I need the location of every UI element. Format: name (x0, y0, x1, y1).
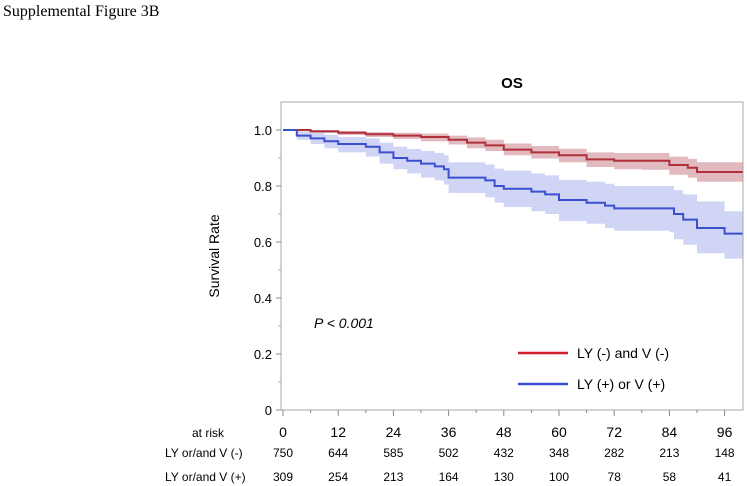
y-axis-label: Survival Rate (206, 214, 222, 297)
y-tick-label: 0.6 (254, 235, 272, 250)
x-tick-label: 12 (330, 424, 346, 440)
figure-title: Supplemental Figure 3B (3, 3, 160, 20)
risk-count: 130 (494, 470, 514, 484)
legend-label: LY (+) or V (+) (577, 376, 665, 392)
risk-count: 41 (718, 470, 732, 484)
risk-row-label: LY or/and V (+) (165, 470, 246, 484)
x-tick-label: 72 (606, 424, 622, 440)
x-tick-label: 84 (662, 424, 678, 440)
x-tick-label: 96 (717, 424, 733, 440)
x-tick-label: 0 (279, 424, 287, 440)
legend: LY (-) and V (-) LY (+) or V (+) (518, 345, 669, 392)
y-tick-label: 0.2 (254, 347, 272, 362)
p-value-annotation: P < 0.001 (314, 315, 374, 331)
x-tick-label: 36 (441, 424, 457, 440)
risk-count: 100 (549, 470, 569, 484)
risk-count: 58 (663, 470, 677, 484)
legend-label: LY (-) and V (-) (577, 345, 669, 361)
survival-curve-1 (283, 129, 743, 235)
chart-title: OS (501, 75, 523, 92)
y-tick-label: 1.0 (254, 123, 272, 138)
x-tick-label: 60 (551, 424, 567, 440)
risk-count: 432 (494, 446, 514, 460)
risk-count: 585 (383, 446, 403, 460)
risk-count: 644 (328, 446, 348, 460)
risk-count: 282 (604, 446, 624, 460)
risk-table-header: at risk (192, 426, 225, 440)
risk-count: 213 (383, 470, 403, 484)
risk-count: 254 (328, 470, 348, 484)
risk-count: 750 (273, 446, 293, 460)
survival-curve-0 (283, 129, 743, 173)
confidence-band-0 (283, 130, 743, 182)
risk-count: 78 (608, 470, 622, 484)
risk-count: 148 (715, 446, 735, 460)
risk-count: 213 (659, 446, 679, 460)
y-tick-label: 0.4 (254, 291, 272, 306)
confidence-band-1 (283, 130, 743, 259)
x-tick-label: 48 (496, 424, 512, 440)
risk-count: 502 (439, 446, 459, 460)
risk-count: 164 (439, 470, 459, 484)
y-tick-label: 0.8 (254, 179, 272, 194)
risk-count: 348 (549, 446, 569, 460)
plot-frame (280, 101, 744, 411)
risk-count: 309 (273, 470, 293, 484)
y-tick-label: 0 (265, 403, 272, 418)
risk-row-label: LY or/and V (-) (165, 446, 243, 460)
x-tick-label: 24 (386, 424, 402, 440)
